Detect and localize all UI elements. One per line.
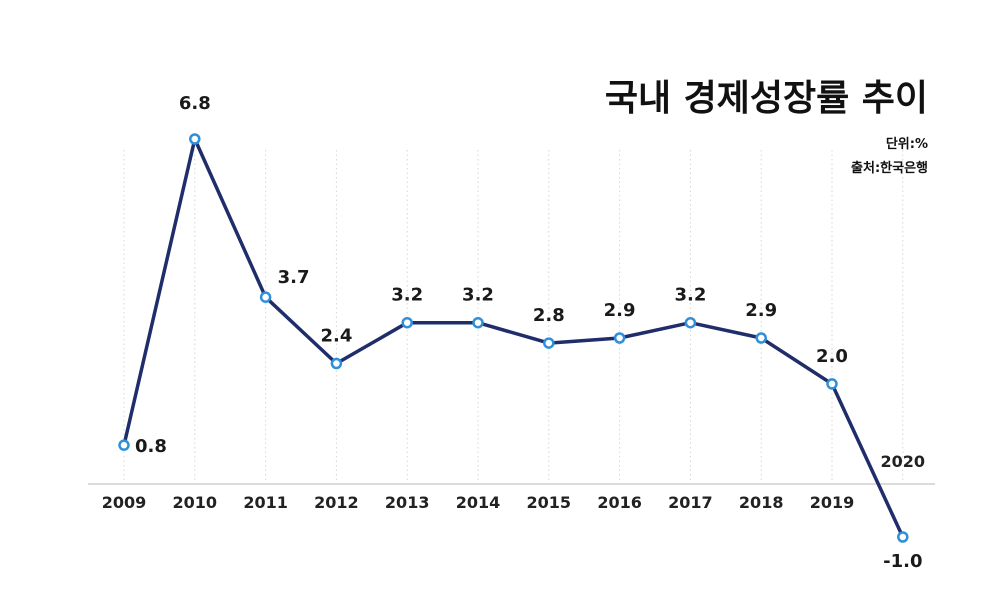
x-axis-ticks: 2009 2010 2011 2012 2013 2014 2015 2016 2017 2018… xyxy=(102,452,925,512)
x-tick-label: 2011 xyxy=(243,493,288,512)
x-tick-label: 2010 xyxy=(173,493,218,512)
data-point xyxy=(684,316,697,329)
x-tick-label: 2016 xyxy=(597,493,642,512)
data-point xyxy=(613,332,626,344)
grid-lines xyxy=(123,150,904,484)
data-point xyxy=(826,378,838,390)
source-note: 출처:한국은행 xyxy=(851,160,928,176)
data-point xyxy=(259,291,272,303)
x-tick-label: 2013 xyxy=(385,493,430,512)
data-label: 3.7 xyxy=(278,267,310,288)
x-tick-label: 2017 xyxy=(668,493,713,512)
chart-title: 국내 경제성장률 추이 xyxy=(605,78,928,119)
data-point xyxy=(543,337,555,349)
data-points xyxy=(118,133,909,543)
x-tick-label: 2018 xyxy=(739,493,784,512)
data-label: 2.9 xyxy=(745,300,777,321)
data-point xyxy=(755,332,767,344)
data-labels: 0.8 6.8 3.7 2.4 3.2 3.2 2.8 2.9 3.2 2.9 2.0 -1.0 xyxy=(135,93,922,572)
data-label: 6.8 xyxy=(179,93,211,114)
x-tick-label: 2015 xyxy=(527,493,572,512)
data-point xyxy=(330,357,343,370)
data-label: 3.2 xyxy=(674,285,706,306)
x-tick-label: 2014 xyxy=(456,493,501,512)
data-point xyxy=(189,133,201,145)
x-tick-label: 2020 xyxy=(881,452,926,471)
data-point xyxy=(401,316,413,329)
data-label: 2.0 xyxy=(816,346,848,367)
x-tick-label: 2019 xyxy=(810,493,855,512)
x-tick-label: 2009 xyxy=(102,493,147,512)
data-label: 0.8 xyxy=(135,436,167,457)
data-point xyxy=(897,531,909,543)
data-label: 2.9 xyxy=(604,300,636,321)
data-label: 2.4 xyxy=(320,326,352,347)
x-tick-label: 2012 xyxy=(314,493,359,512)
data-label: 3.2 xyxy=(462,285,494,306)
data-point xyxy=(118,439,130,451)
data-label: 3.2 xyxy=(391,285,423,306)
data-label: 2.8 xyxy=(533,305,565,326)
series-line xyxy=(122,137,905,538)
data-label: -1.0 xyxy=(883,551,922,572)
unit-note: 단위:% xyxy=(886,136,928,152)
data-point xyxy=(472,316,484,329)
